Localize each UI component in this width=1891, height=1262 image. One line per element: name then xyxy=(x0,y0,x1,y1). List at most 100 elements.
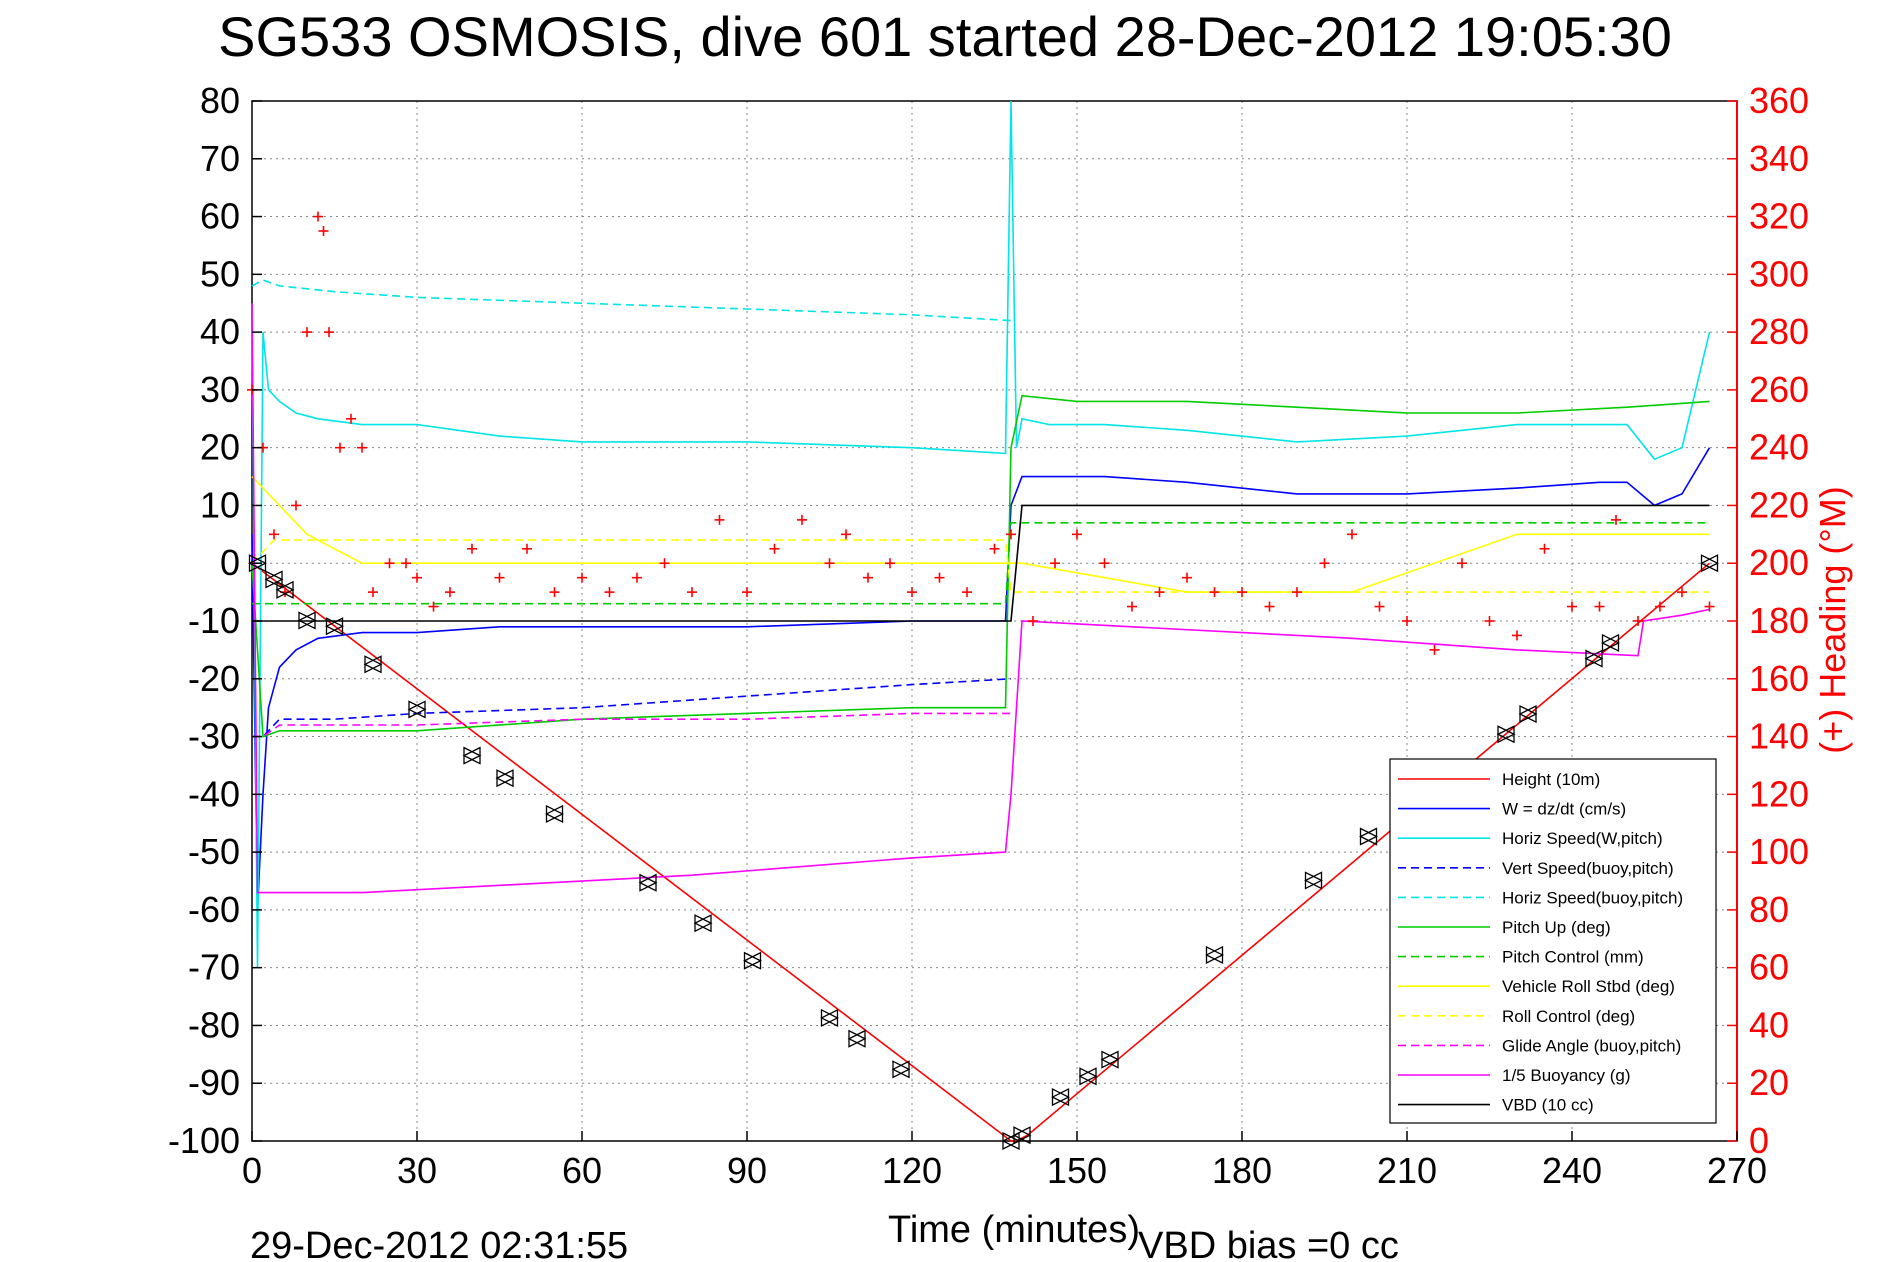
chart-title: SG533 OSMOSIS, dive 601 started 28-Dec-2… xyxy=(218,5,1672,68)
series-layer xyxy=(251,100,1711,1142)
right-tick-label: 160 xyxy=(1749,658,1809,699)
y-tick-label: -40 xyxy=(188,773,240,814)
heading-point xyxy=(269,529,279,540)
left-axis: -100-90-80-70-60-50-40-30-20-10010203040… xyxy=(168,80,262,1161)
x-tick-label: 180 xyxy=(1212,1150,1272,1191)
y-tick-label: -60 xyxy=(188,889,240,930)
right-tick-label: 140 xyxy=(1749,716,1809,757)
heading-point xyxy=(346,413,356,424)
depth-markers xyxy=(248,554,1719,1151)
depth-marker xyxy=(545,804,564,824)
series-line-7 xyxy=(251,476,1710,593)
heading-point xyxy=(291,500,301,511)
y-tick-label: 70 xyxy=(200,138,240,179)
heading-point xyxy=(962,587,972,598)
depth-marker xyxy=(1601,633,1620,653)
legend-item: Glide Angle (buoy,pitch) xyxy=(1398,1036,1681,1055)
y-tick-label: 30 xyxy=(200,369,240,410)
series-line-8 xyxy=(251,539,1710,593)
heading-series xyxy=(247,211,1715,655)
heading-point xyxy=(577,572,587,583)
heading-point xyxy=(324,327,334,338)
heading-point xyxy=(1099,558,1110,569)
depth-marker xyxy=(820,1008,839,1027)
right-tick-label: 200 xyxy=(1749,542,1809,583)
legend-label: Pitch Control (mm) xyxy=(1502,948,1644,967)
legend-item: Pitch Control (mm) xyxy=(1398,948,1644,967)
heading-point xyxy=(1209,587,1220,598)
y-tick-label: -10 xyxy=(188,600,240,641)
y-tick-label: 10 xyxy=(200,484,240,525)
heading-point xyxy=(714,514,725,525)
series-line-10 xyxy=(251,303,1710,894)
legend-item: Horiz Speed(buoy,pitch) xyxy=(1398,888,1683,907)
heading-point xyxy=(1154,587,1165,598)
depth-marker xyxy=(1584,649,1604,668)
heading-point xyxy=(313,211,323,222)
depth-marker xyxy=(1496,725,1516,744)
x-axis-label: Time (minutes) xyxy=(888,1209,1140,1251)
heading-point xyxy=(841,529,851,540)
heading-point xyxy=(1704,601,1715,612)
legend-item: Height (10m) xyxy=(1398,770,1600,789)
heading-point xyxy=(1677,587,1687,598)
legend-label: VBD (10 cc) xyxy=(1502,1096,1594,1115)
heading-point xyxy=(907,587,917,598)
right-tick-label: 340 xyxy=(1749,138,1809,179)
series-line-2 xyxy=(251,100,1711,968)
heading-point xyxy=(445,587,455,598)
series-line-6 xyxy=(252,521,1710,605)
y-tick-label: -50 xyxy=(188,831,240,872)
legend-item: W = dz/dt (cm/s) xyxy=(1398,800,1626,819)
x-tick-label: 210 xyxy=(1377,1150,1437,1191)
heading-point xyxy=(797,514,807,525)
heading-point xyxy=(384,558,395,569)
depth-marker xyxy=(1078,1067,1098,1086)
series-line-0 xyxy=(251,562,1711,1142)
heading-point xyxy=(1127,601,1137,612)
heading-point xyxy=(1457,558,1467,569)
y-tick-label: -90 xyxy=(188,1062,240,1103)
heading-point xyxy=(1567,601,1577,612)
right-tick-label: 80 xyxy=(1749,889,1789,930)
y-tick-label: -80 xyxy=(188,1004,240,1045)
heading-point xyxy=(467,543,477,554)
heading-point xyxy=(318,226,329,236)
legend-label: Roll Control (deg) xyxy=(1502,1007,1635,1026)
y-tick-label: 20 xyxy=(200,427,240,468)
right-axis-label: (+) Heading (°M) xyxy=(1812,486,1853,753)
legend-label: Vehicle Roll Stbd (deg) xyxy=(1502,977,1675,996)
heading-point xyxy=(1237,587,1247,598)
heading-point xyxy=(934,572,945,583)
legend-item: VBD (10 cc) xyxy=(1398,1096,1594,1115)
depth-marker xyxy=(847,1029,867,1048)
right-tick-label: 220 xyxy=(1749,484,1809,525)
heading-point xyxy=(1319,558,1330,569)
x-tick-label: 30 xyxy=(397,1150,437,1191)
x-tick-label: 150 xyxy=(1047,1150,1107,1191)
right-tick-label: 120 xyxy=(1749,773,1809,814)
timestamp: 29-Dec-2012 02:31:55 xyxy=(250,1225,628,1262)
legend-label: Vert Speed(buoy,pitch) xyxy=(1502,859,1674,878)
depth-marker xyxy=(1518,704,1538,724)
heading-point xyxy=(412,572,422,583)
depth-marker xyxy=(275,580,295,599)
legend-label: Height (10m) xyxy=(1502,770,1600,789)
heading-point xyxy=(1484,616,1495,626)
heading-point xyxy=(368,587,378,598)
heading-point xyxy=(687,587,697,598)
y-tick-label: -30 xyxy=(188,716,240,757)
depth-marker xyxy=(693,914,713,933)
heading-point xyxy=(1374,601,1385,612)
depth-marker xyxy=(297,611,317,630)
right-tick-label: 180 xyxy=(1749,600,1809,641)
heading-point xyxy=(824,558,835,569)
heading-point xyxy=(549,587,560,598)
heading-point xyxy=(1539,543,1550,554)
heading-point xyxy=(1429,644,1440,655)
depth-marker xyxy=(495,769,515,788)
right-tick-label: 240 xyxy=(1749,427,1809,468)
depth-marker xyxy=(1100,1050,1120,1069)
heading-point xyxy=(604,587,615,598)
